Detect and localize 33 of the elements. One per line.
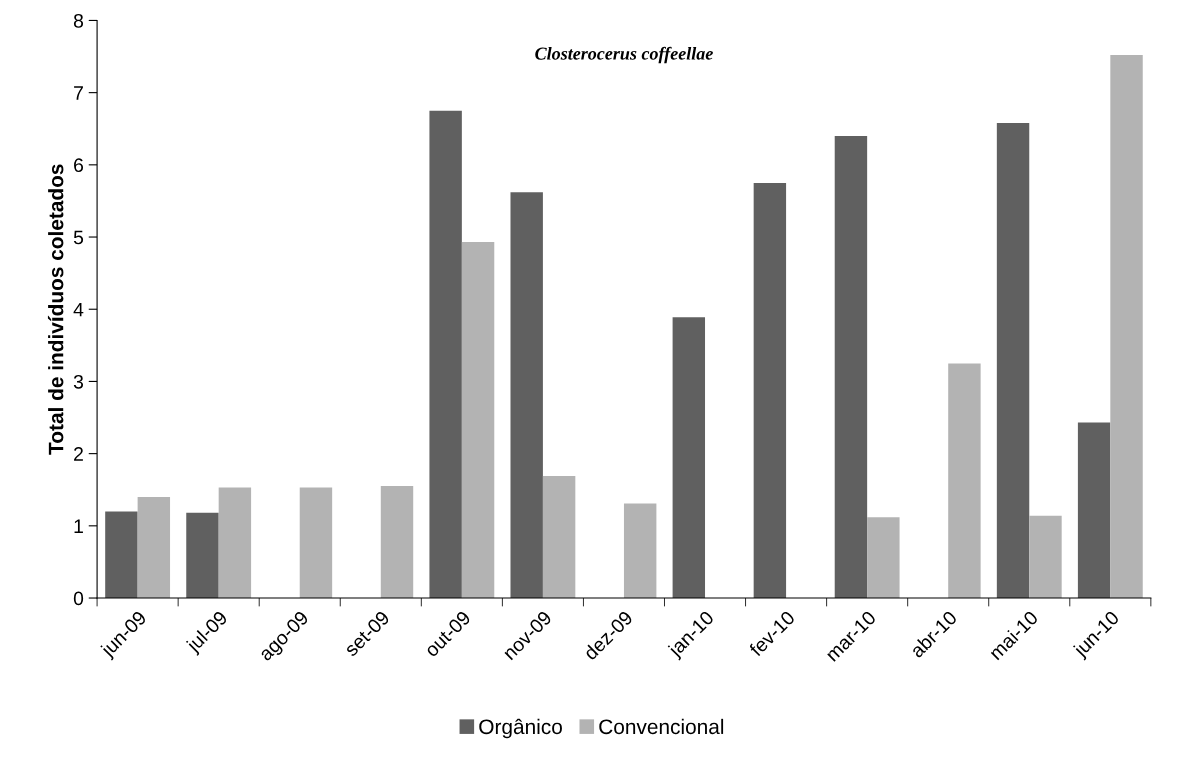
bar <box>623 503 657 599</box>
y-tick-label: 6 <box>74 158 84 173</box>
bar <box>218 487 252 599</box>
y-tick-label: 1 <box>74 519 83 533</box>
bar <box>186 512 219 599</box>
bar <box>542 476 576 599</box>
bar <box>461 242 495 599</box>
bar <box>996 122 1030 599</box>
bar <box>753 182 787 599</box>
bar <box>137 496 171 599</box>
bar <box>1029 515 1062 599</box>
bar <box>429 110 462 599</box>
y-tick-label: 0 <box>73 591 84 606</box>
y-tick-label: 4 <box>73 302 84 317</box>
y-tick-label: 3 <box>73 374 84 389</box>
bar <box>380 486 414 599</box>
y-axis-title: Total de indivíduos coletados <box>47 164 64 455</box>
bar <box>867 517 900 599</box>
bar <box>672 317 706 599</box>
legend-label: Convencional <box>599 718 724 735</box>
bar <box>105 511 138 599</box>
legend-label: Orgânico <box>479 718 562 739</box>
bar <box>834 135 868 599</box>
bar <box>510 192 543 599</box>
bar <box>299 487 333 599</box>
text: Closterocerus coffeellae <box>535 46 713 64</box>
y-tick-label: 2 <box>74 447 83 461</box>
bar <box>1110 55 1143 599</box>
y-tick-label: 8 <box>73 13 84 28</box>
bar <box>948 363 981 599</box>
y-tick-label: 7 <box>74 86 83 100</box>
y-tick-label: 5 <box>73 230 84 245</box>
bar <box>1077 422 1111 599</box>
